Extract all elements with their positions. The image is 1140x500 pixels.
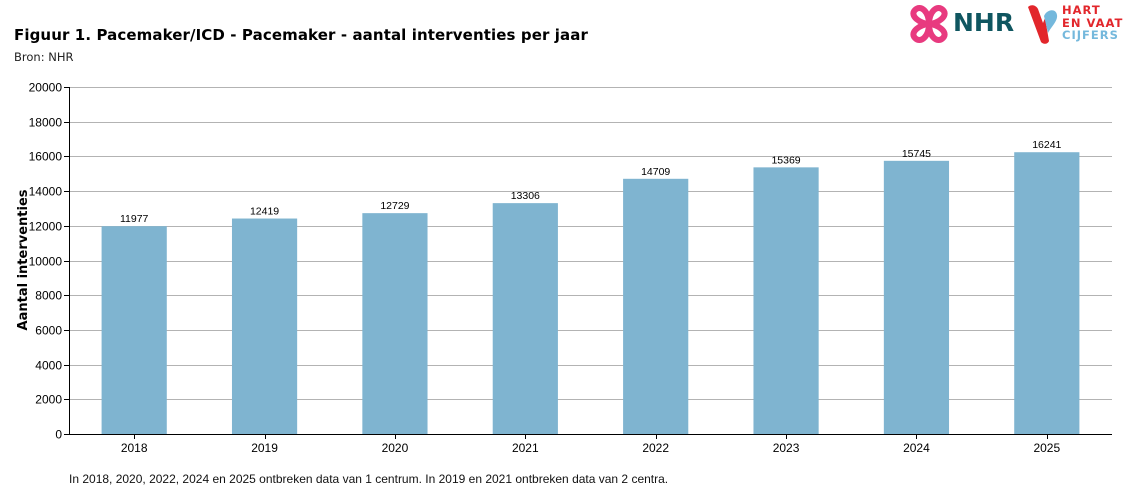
data-label-2022: 14709	[641, 166, 670, 178]
x-tick-label: 2019	[251, 441, 278, 455]
logo-area: NHR HART EN VAAT CIJFERS	[907, 2, 1132, 46]
y-tick-label: 6000	[35, 324, 62, 338]
bar-2019	[231, 218, 298, 434]
bar-2020	[362, 213, 428, 434]
y-tick-label: 16000	[29, 150, 63, 164]
y-tick-label: 20000	[29, 81, 63, 95]
logo-line-3: CIJFERS	[1062, 28, 1119, 42]
chart-source: Bron: NHR	[14, 50, 74, 64]
y-tick-label: 10000	[29, 255, 63, 269]
data-label-2020: 12729	[380, 200, 409, 212]
x-tick-label: 2025	[1033, 441, 1060, 455]
y-tick-label: 18000	[29, 116, 63, 130]
data-label-2019: 12419	[250, 206, 279, 218]
bar-2025	[1014, 152, 1080, 435]
data-label-2023: 15369	[771, 154, 800, 166]
data-label-2021: 13306	[511, 190, 540, 202]
y-tick-label: 12000	[29, 220, 63, 234]
chart-title: Figuur 1. Pacemaker/ICD - Pacemaker - aa…	[14, 26, 588, 44]
nhr-logo-text: NHR	[953, 8, 1015, 37]
bar-2024	[883, 160, 950, 434]
x-tick-label: 2018	[121, 441, 148, 455]
y-axis-label: Aantal interventies	[16, 189, 31, 330]
y-tick-label: 14000	[29, 185, 63, 199]
y-tick-label: 4000	[35, 359, 62, 373]
bar-2023	[753, 167, 819, 435]
x-tick-label: 2020	[382, 441, 409, 455]
hart-en-vaat-logo-text: HART EN VAAT CIJFERS	[1062, 4, 1123, 42]
x-tick-label: 2022	[642, 441, 669, 455]
heart-drop-icon	[1028, 5, 1058, 44]
x-tick-label: 2024	[903, 441, 930, 455]
logo-line-2: EN VAAT	[1062, 15, 1124, 30]
y-tick-label: 0	[55, 428, 62, 442]
axes: 0 2000 4000 6000 8000 10000 12000 14000 16000 180…	[29, 81, 1112, 455]
data-labels: 11977 12419 12729 13306 14709 15369 15745 16241	[120, 139, 1062, 225]
y-tick-label: 8000	[35, 289, 62, 303]
y-tick-label: 2000	[35, 393, 62, 407]
bars	[101, 152, 1080, 435]
bar-2018	[101, 226, 167, 434]
data-label-2024: 15745	[902, 148, 931, 160]
grid-lines	[69, 87, 1112, 400]
x-tick-label: 2023	[773, 441, 800, 455]
x-tick-label: 2021	[512, 441, 539, 455]
data-label-2018: 11977	[120, 213, 149, 225]
nhr-cross-icon	[910, 5, 948, 43]
bar-2022	[623, 178, 689, 434]
data-label-2025: 16241	[1032, 139, 1061, 151]
bar-2021	[492, 203, 558, 434]
footnote: In 2018, 2020, 2022, 2024 en 2025 ontbre…	[69, 472, 669, 486]
logo-line-1: HART	[1062, 3, 1101, 17]
